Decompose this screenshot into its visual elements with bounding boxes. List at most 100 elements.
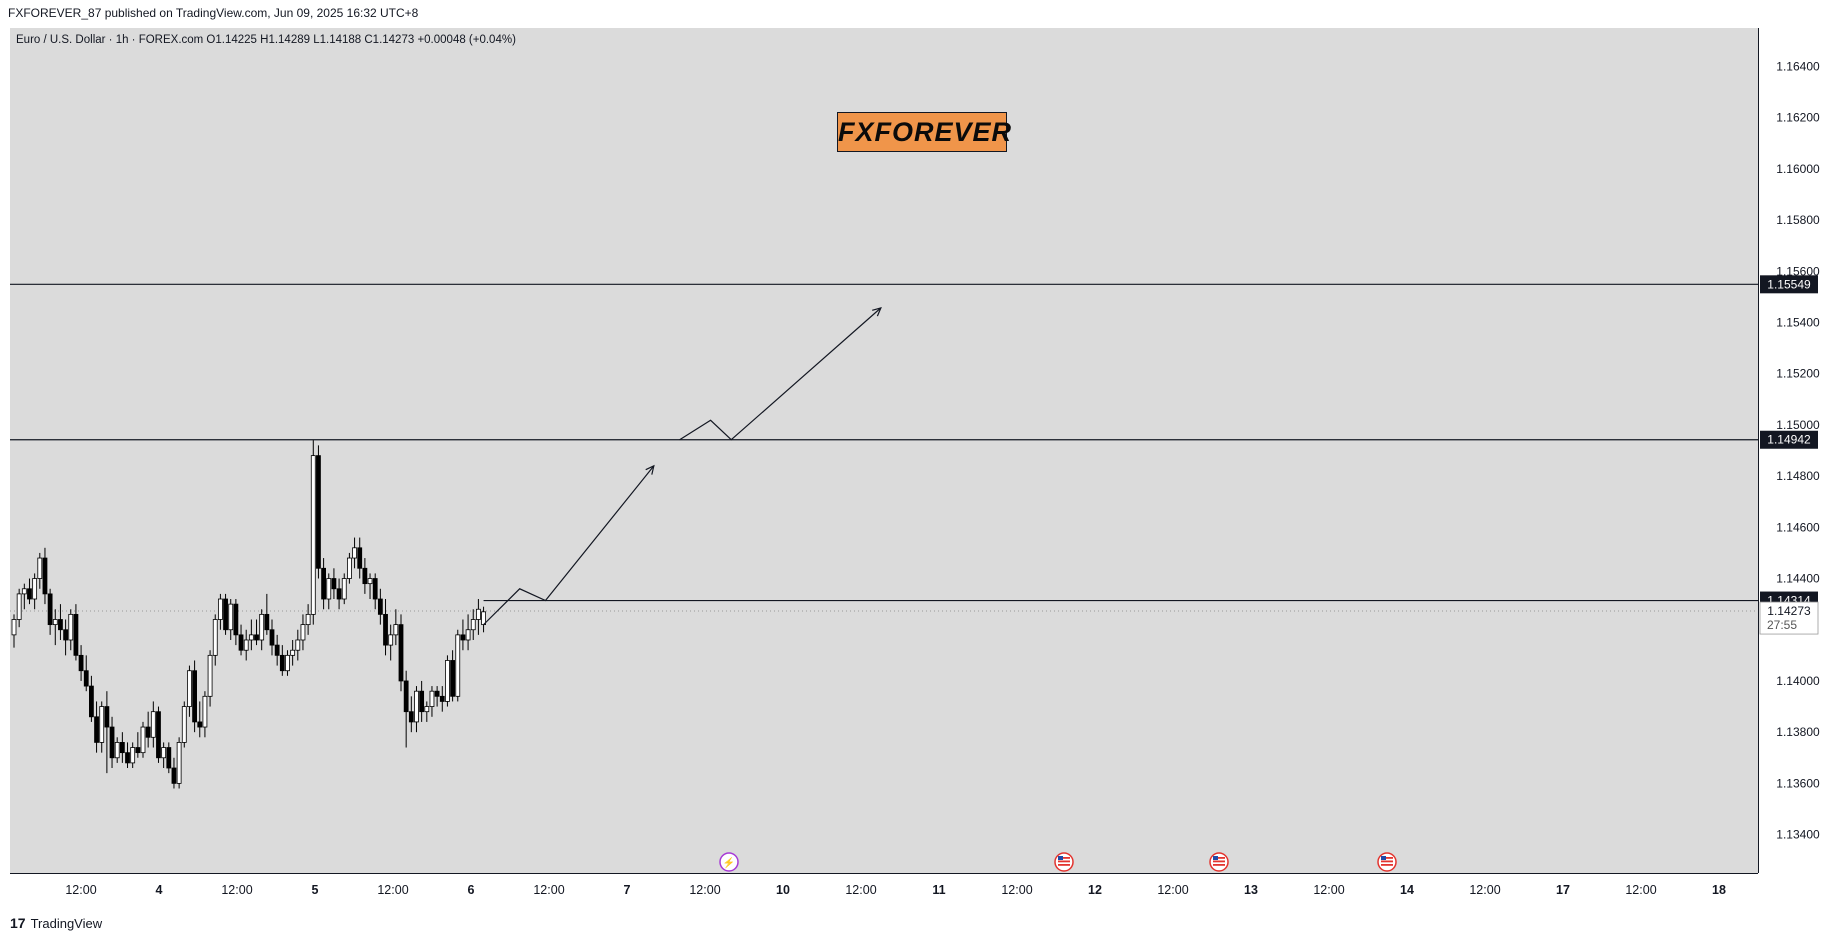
us-flag-event-icon[interactable] — [1054, 852, 1074, 872]
time-tick-label: 12:00 — [1469, 883, 1500, 897]
candle-body — [83, 670, 89, 687]
tradingview-logo-icon: 17 — [10, 915, 26, 931]
candle-body — [367, 578, 373, 585]
candle-body — [383, 613, 388, 646]
chart-pane[interactable] — [10, 28, 1758, 873]
price-tick-label: 1.14000 — [1776, 674, 1820, 688]
current-price-label: 1.14273 — [1767, 604, 1811, 618]
candle-body — [285, 654, 290, 672]
candle-body — [455, 634, 461, 697]
candle-body — [233, 603, 239, 636]
candle-body — [352, 547, 357, 559]
candle-body — [336, 588, 342, 600]
candle-body — [445, 660, 450, 702]
price-tick-label: 1.15600 — [1776, 264, 1820, 278]
price-tick-label: 1.15200 — [1776, 367, 1820, 381]
candle-body — [424, 706, 430, 713]
price-tick-label: 1.15800 — [1776, 213, 1820, 227]
candle-body — [16, 593, 22, 620]
price-tick-label: 1.13600 — [1776, 776, 1820, 790]
projection-path-second-leg — [679, 307, 882, 441]
candle-body — [403, 680, 409, 713]
time-tick-label: 12:00 — [689, 883, 720, 897]
candle-body — [470, 619, 476, 631]
candle-body — [264, 613, 270, 631]
candle-body — [331, 578, 337, 590]
time-tick-label: 12 — [1088, 883, 1102, 897]
candle-body — [140, 726, 146, 754]
candle-body — [187, 670, 192, 707]
us-flag-event-icon[interactable] — [1209, 852, 1229, 872]
candle-body — [73, 613, 79, 656]
candle-body — [408, 711, 414, 723]
candle-body — [63, 629, 68, 641]
price-tick-label: 1.14400 — [1776, 572, 1820, 586]
candle-body — [388, 634, 394, 646]
candle-body — [166, 747, 172, 769]
candle-body — [290, 649, 296, 656]
candle-body — [326, 578, 332, 600]
price-axis[interactable] — [1758, 28, 1819, 873]
level-price-tag — [1760, 275, 1818, 294]
projection-arrowhead — [872, 306, 882, 317]
candle-body — [398, 624, 404, 682]
candle-body — [475, 608, 481, 620]
symbol-legend[interactable]: Euro / U.S. Dollar · 1h · FOREX.com O1.1… — [16, 34, 516, 46]
brand-label: FXFOREVER — [837, 112, 1011, 152]
candle-body — [372, 578, 378, 600]
time-tick-label: 10 — [776, 883, 790, 897]
candle-body — [197, 721, 203, 728]
candle-body — [181, 706, 187, 743]
candle-body — [259, 613, 265, 641]
candle-body — [465, 629, 471, 641]
price-tick-label: 1.15000 — [1776, 418, 1820, 432]
candle-body — [305, 613, 311, 626]
candle-body — [192, 670, 198, 723]
price-tick-label: 1.14800 — [1776, 469, 1820, 483]
candle-body — [109, 726, 115, 759]
candle-body — [135, 747, 141, 754]
candle-body — [419, 690, 425, 713]
candle-body — [279, 654, 285, 672]
candle-body — [434, 690, 440, 697]
publish-header: FXFOREVER_87 published on TradingView.co… — [8, 6, 419, 20]
candle-body — [37, 557, 43, 579]
flash-event-icon[interactable]: ⚡ — [719, 852, 739, 872]
time-tick-label: 12:00 — [1625, 883, 1656, 897]
svg-text:⚡: ⚡ — [723, 856, 735, 869]
us-flag-event-icon[interactable] — [1377, 852, 1397, 872]
time-axis[interactable] — [10, 873, 1758, 906]
price-tick-label: 1.13800 — [1776, 725, 1820, 739]
candle-body — [156, 711, 161, 759]
candle-body — [414, 690, 419, 723]
time-tick-label: 17 — [1556, 883, 1570, 897]
time-tick-label: 12:00 — [377, 883, 408, 897]
candle-body — [217, 598, 223, 620]
candle-body — [248, 634, 254, 641]
time-tick-label: 12:00 — [845, 883, 876, 897]
candle-body — [11, 619, 17, 636]
candle-body — [176, 742, 182, 784]
time-tick-label: 12:00 — [1157, 883, 1188, 897]
time-tick-label: 12:00 — [1001, 883, 1032, 897]
time-tick-label: 7 — [624, 883, 631, 897]
price-tick-label: 1.16200 — [1776, 111, 1820, 125]
candle-body — [238, 634, 244, 651]
candle-body — [114, 742, 120, 759]
candle-body — [119, 742, 125, 754]
time-tick-label: 18 — [1712, 883, 1726, 897]
candle-body — [429, 690, 435, 707]
time-tick-label: 12:00 — [533, 883, 564, 897]
time-tick-label: 13 — [1244, 883, 1258, 897]
candle-body — [145, 726, 151, 738]
candle-body — [32, 578, 38, 600]
candle-body — [212, 619, 218, 656]
candle-body — [341, 578, 347, 600]
candle-body — [346, 557, 352, 579]
candle-body — [104, 706, 110, 728]
price-tick-label: 1.14600 — [1776, 520, 1820, 534]
candle-body — [300, 624, 306, 641]
tradingview-footer[interactable]: 17 TradingView — [10, 915, 102, 931]
candle-body — [171, 767, 177, 784]
